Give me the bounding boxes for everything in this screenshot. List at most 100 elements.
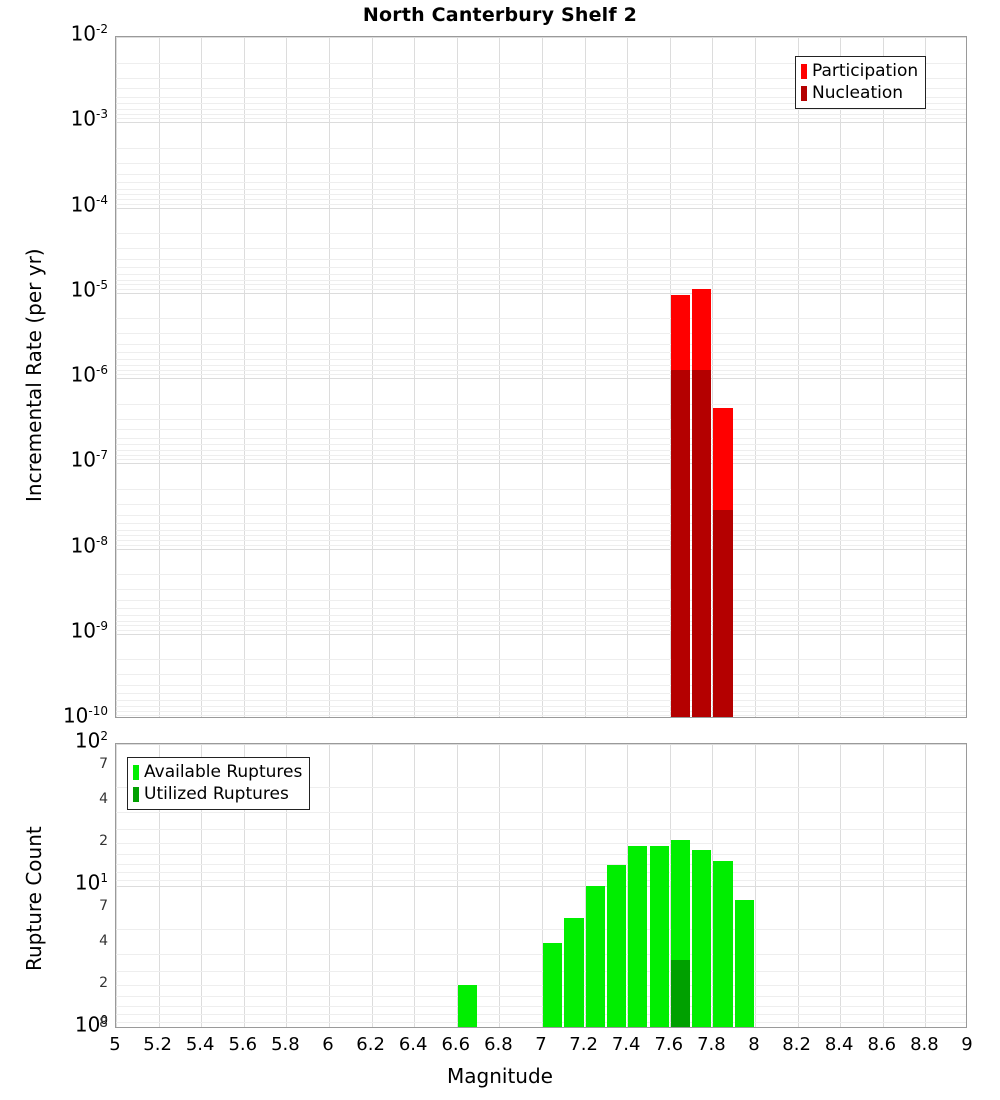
gridline-horizontal	[116, 463, 966, 465]
x-tick-label: 5.2	[143, 1034, 172, 1055]
gridline-horizontal-minor	[116, 488, 966, 490]
gridline-horizontal-minor	[116, 437, 966, 439]
gridline-horizontal-minor	[116, 864, 966, 865]
gridline-horizontal-minor	[116, 659, 966, 661]
gridline-vertical	[755, 744, 756, 1027]
gridline-vertical	[797, 744, 799, 1027]
x-tick-label: 5.4	[185, 1034, 215, 1055]
gridline-horizontal-minor	[116, 985, 966, 987]
gridline-horizontal-minor	[116, 953, 966, 955]
y-tick-label: 10-8	[70, 533, 108, 558]
legend-label: Available Ruptures	[144, 761, 303, 782]
gridline-horizontal-minor	[116, 928, 966, 930]
gridline-vertical	[371, 744, 373, 1027]
top-legend: Participation Nucleation	[795, 56, 927, 109]
y-tick-label-minor: 2	[99, 833, 108, 850]
gridline-horizontal-minor	[116, 103, 966, 105]
bar-nucleation	[670, 369, 691, 717]
gridline-vertical	[414, 744, 416, 1027]
y-tick-label: 10-7	[70, 447, 108, 472]
gridline-horizontal	[116, 886, 966, 887]
x-tick-label: 5	[109, 1034, 121, 1055]
bar-available-ruptures	[606, 865, 627, 1027]
gridline-horizontal-minor	[116, 971, 966, 973]
y-tick-label-minor: 8	[99, 1015, 108, 1031]
x-axis-label: Magnitude	[447, 1064, 553, 1088]
gridline-horizontal-minor	[116, 109, 966, 111]
gridline-horizontal-minor	[116, 705, 966, 707]
gridline-horizontal-minor	[116, 374, 966, 376]
gridline-horizontal-minor	[116, 608, 966, 610]
gridline-vertical	[414, 37, 416, 717]
gridline-horizontal-minor	[116, 359, 966, 361]
gridline-horizontal-minor	[116, 574, 966, 576]
gridline-vertical	[584, 744, 586, 1027]
gridline-horizontal	[116, 548, 966, 550]
gridline-vertical	[925, 37, 927, 717]
gridline-vertical	[499, 744, 501, 1027]
gridline-horizontal-minor	[116, 62, 966, 64]
legend-swatch-icon	[133, 764, 139, 780]
gridline-horizontal-minor	[116, 872, 966, 874]
bar-utilized-ruptures	[670, 960, 691, 1027]
page-title: North Canterbury Shelf 2	[362, 4, 638, 26]
gridline-vertical	[456, 37, 458, 717]
gridline-horizontal-minor	[116, 258, 966, 260]
gridline-horizontal-minor	[116, 118, 966, 120]
gridline-horizontal-minor	[116, 403, 966, 405]
gridline-horizontal-minor	[116, 514, 966, 516]
gridline-horizontal-minor	[116, 996, 966, 998]
gridline-horizontal-minor	[116, 444, 966, 446]
y-tick-label-minor: 4	[99, 790, 108, 807]
gridline-horizontal-minor	[116, 829, 966, 831]
bar-available-ruptures	[734, 899, 754, 1027]
gridline-horizontal-minor	[116, 1006, 966, 1007]
gridline-vertical	[201, 744, 203, 1027]
gridline-horizontal-minor	[116, 147, 966, 149]
gridline-vertical	[712, 37, 714, 717]
y-tick-label: 10-10	[62, 703, 108, 728]
gridline-horizontal-minor	[116, 173, 966, 175]
gridline-horizontal-minor	[116, 344, 966, 346]
gridline-vertical	[116, 744, 117, 1027]
gridline-horizontal-minor	[116, 854, 966, 856]
gridline-horizontal-minor	[116, 786, 966, 788]
y-tick-label: 100	[74, 1012, 108, 1037]
gridline-horizontal-minor	[116, 811, 966, 813]
gridline-vertical	[669, 37, 671, 717]
gridline-horizontal-minor	[116, 693, 966, 695]
gridline-horizontal-minor	[116, 710, 966, 712]
gridline-horizontal	[116, 122, 966, 124]
legend-swatch-icon	[801, 85, 807, 101]
gridline-horizontal	[116, 378, 966, 379]
x-tick-label: 7.8	[697, 1034, 726, 1055]
gridline-vertical	[712, 744, 714, 1027]
gridline-horizontal-minor	[116, 715, 966, 717]
gridline-horizontal-minor	[116, 540, 966, 542]
gridline-vertical	[925, 744, 927, 1027]
x-tick-label: 8.4	[824, 1034, 854, 1055]
gridline-vertical	[840, 37, 842, 717]
gridline-horizontal-minor	[116, 454, 966, 456]
gridline-horizontal-minor	[116, 429, 966, 431]
legend-entry: Available Ruptures	[133, 761, 302, 783]
gridline-horizontal-minor	[116, 614, 966, 616]
gridline-vertical	[755, 37, 756, 717]
y-tick-label-minor: 2	[99, 975, 108, 992]
gridline-vertical	[371, 37, 373, 717]
top-y-axis-label: Incremental Rate (per yr)	[22, 248, 46, 502]
x-tick-label: 8.6	[867, 1034, 897, 1055]
gridline-horizontal-minor	[116, 273, 966, 275]
x-tick-label: 5.6	[228, 1034, 258, 1055]
gridline-horizontal-minor	[116, 203, 966, 205]
gridline-horizontal-minor	[116, 352, 966, 354]
gridline-horizontal-minor	[116, 318, 966, 320]
gridline-horizontal-minor	[116, 620, 966, 622]
legend-swatch-icon	[133, 786, 139, 802]
x-tick-label: 7.4	[611, 1034, 641, 1055]
bar-available-ruptures	[628, 846, 648, 1027]
gridline-horizontal-minor	[116, 369, 966, 371]
bar-nucleation	[692, 369, 712, 717]
gridline-vertical	[243, 37, 245, 717]
